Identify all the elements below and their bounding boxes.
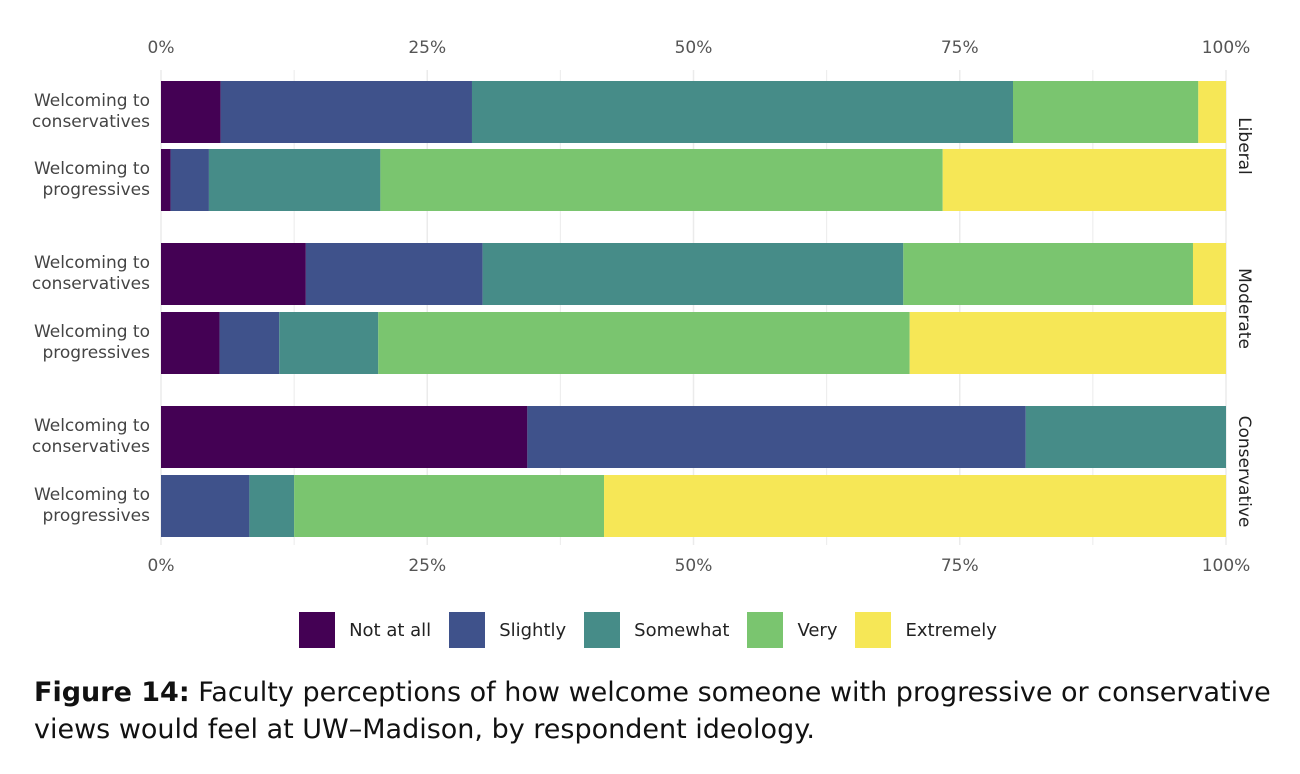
stacked-bar-chart: 0% 0% 25% 25% 50% 50% 75% 75% 100% 100% Welcoming … [32, 38, 1254, 576]
row-label-line1: Welcoming to [34, 322, 150, 342]
bar-segment-slightly [305, 243, 483, 305]
legend-label: Not at all [349, 619, 432, 641]
row-label-line1: Welcoming to [34, 159, 150, 179]
bar-segment-slightly [161, 475, 250, 537]
legend: Not at all Slightly Somewhat Very Extremely [0, 612, 1300, 648]
caption-label: Figure 14: [34, 677, 190, 708]
x-tick-label-bottom: 25% [408, 556, 446, 576]
bar-segment-extremely [1192, 243, 1226, 305]
bar-segment-not-at-all [161, 243, 306, 305]
bar-segment-slightly [527, 406, 1026, 468]
bar-segment-somewhat [482, 243, 904, 305]
bar-segment-not-at-all [161, 406, 528, 468]
legend-swatch [855, 612, 892, 648]
row-label-line1: Welcoming to [34, 416, 150, 436]
x-tick-label-bottom: 100% [1202, 556, 1251, 576]
row-label-line2: progressives [43, 506, 151, 526]
legend-label: Very [797, 619, 838, 641]
bar-segment-very [903, 243, 1193, 305]
x-tick-label-bottom: 50% [675, 556, 713, 576]
legend-label: Extremely [905, 619, 997, 641]
row-label-line2: progressives [43, 180, 151, 200]
bar-segment-not-at-all [161, 81, 221, 143]
bar-segment-somewhat [208, 149, 381, 211]
bar-segment-slightly [170, 149, 209, 211]
row-label-line2: conservatives [32, 112, 150, 132]
bar-segment-very [1013, 81, 1199, 143]
facet-strip-label: Liberal [1234, 117, 1254, 175]
legend-item: Somewhat [584, 612, 729, 648]
bar-segment-very [294, 475, 605, 537]
bar-segment-somewhat [1025, 406, 1226, 468]
legend-item: Slightly [449, 612, 566, 648]
bar-segment-extremely [909, 312, 1226, 374]
legend-item: Extremely [855, 612, 997, 648]
x-tick-label-top: 50% [675, 38, 713, 58]
x-tick-label-top: 100% [1202, 38, 1251, 58]
row-label-line1: Welcoming to [34, 253, 150, 273]
figure-caption: Figure 14: Faculty perceptions of how we… [34, 674, 1284, 748]
bar-segment-very [380, 149, 943, 211]
row-label-line2: progressives [43, 343, 151, 363]
row-label-line1: Welcoming to [34, 485, 150, 505]
bar-segment-extremely [604, 475, 1226, 537]
bar-segment-not-at-all [161, 312, 220, 374]
facet-strip-label: Conservative [1234, 416, 1254, 528]
bar-segment-very [378, 312, 910, 374]
legend-item: Very [747, 612, 837, 648]
facet-strip-label: Moderate [1234, 268, 1254, 349]
caption-text: Faculty perceptions of how welcome someo… [34, 677, 1271, 745]
x-tick-label-top: 75% [941, 38, 979, 58]
x-tick-label-bottom: 0% [148, 556, 175, 576]
bar-segment-somewhat [471, 81, 1014, 143]
row-label-line2: conservatives [32, 437, 150, 457]
legend-swatch [584, 612, 621, 648]
x-tick-label-top: 25% [408, 38, 446, 58]
bar-segment-extremely [1198, 81, 1226, 143]
legend-swatch [299, 612, 336, 648]
bar-segment-slightly [219, 312, 280, 374]
legend-label: Slightly [499, 619, 567, 641]
bar-segment-slightly [220, 81, 472, 143]
x-tick-label-top: 0% [148, 38, 175, 58]
x-tick-label-bottom: 75% [941, 556, 979, 576]
row-label-line1: Welcoming to [34, 91, 150, 111]
legend-item: Not at all [299, 612, 431, 648]
bar-segment-somewhat [279, 312, 379, 374]
legend-label: Somewhat [634, 619, 730, 641]
bar-segment-not-at-all [161, 149, 171, 211]
bar-segment-extremely [942, 149, 1226, 211]
bar-segment-somewhat [249, 475, 295, 537]
legend-swatch [747, 612, 784, 648]
row-label-line2: conservatives [32, 274, 150, 294]
legend-swatch [449, 612, 486, 648]
